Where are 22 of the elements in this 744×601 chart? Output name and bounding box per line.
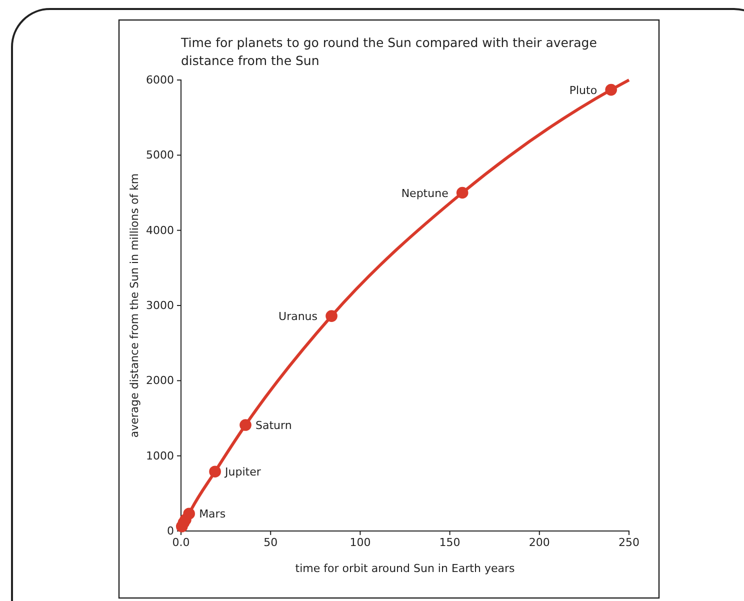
y-tick-label: 6000 <box>146 74 174 87</box>
x-tick-label: 0.0 <box>172 536 190 549</box>
annotation: Neptune <box>401 186 449 200</box>
x-axis-title: time for orbit around Sun in Earth years <box>295 562 515 575</box>
x-tick-label: 50 <box>264 536 278 549</box>
annotation: Mars <box>199 508 226 521</box>
y-tick-label: 1000 <box>146 449 174 462</box>
annotation: Jupiter <box>224 466 262 479</box>
y-tick-label: 4000 <box>146 224 174 237</box>
x-tick-label: 150 <box>439 536 460 549</box>
y-tick-label: 2000 <box>146 374 174 388</box>
y-tick-label: 0 <box>167 524 174 538</box>
y-tick-label: 3000 <box>146 299 174 312</box>
annotation: Uranus <box>278 310 318 324</box>
y-axis-title: average distance from the Sun in millions of km <box>128 173 141 438</box>
annotation: Pluto <box>569 84 598 97</box>
x-tick-label: 100 <box>350 536 371 549</box>
x-tick-label: 200 <box>528 536 550 549</box>
chart-title: Time for planets to go round the Sun compared with their average distance from the Sun <box>180 35 598 68</box>
x-tick-label: 250 <box>618 536 640 549</box>
y-tick-label: 5000 <box>146 148 174 162</box>
annotation: Saturn <box>256 419 292 432</box>
